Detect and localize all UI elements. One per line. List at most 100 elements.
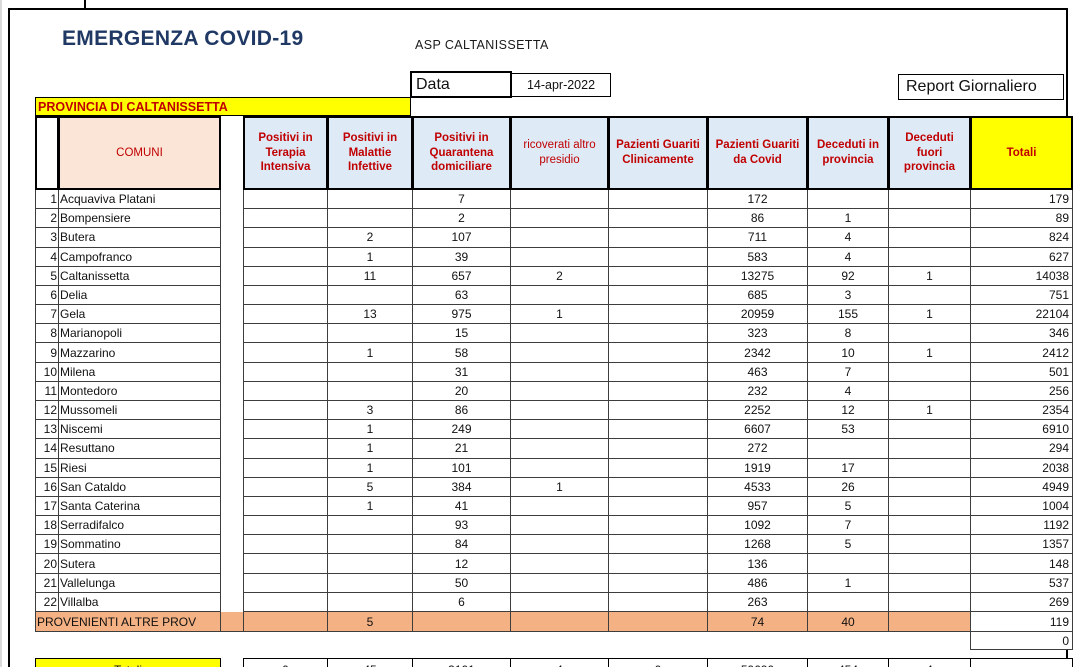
report-type-box: Report Giornaliero [898, 74, 1064, 100]
cell-deceduti-provincia: 3 [807, 285, 889, 306]
cell-guariti-clinicamente [608, 420, 708, 440]
cell-ricoverati-altro-presidio [510, 439, 609, 459]
cell-quarantena-domiciliare: 21 [412, 439, 511, 459]
date-label: Data [416, 75, 450, 93]
row-total: 537 [970, 573, 1073, 593]
cell-quarantena-domiciliare: 93 [412, 516, 511, 536]
empty-row-total: 0 [970, 632, 1073, 650]
cell-terapia-intensiva [243, 324, 328, 344]
row-total: 2038 [970, 458, 1073, 478]
cell-deceduti-fuori-provincia [888, 228, 971, 248]
cell-deceduti-fuori-provincia [888, 573, 971, 593]
cell-guariti-covid: 583 [707, 247, 808, 267]
cell-guariti-covid: 957 [707, 496, 808, 517]
row-number: 19 [35, 535, 59, 555]
totals-deceduti-fuori-provincia: 4 [888, 658, 971, 667]
row-number: 8 [35, 324, 59, 344]
cell-malattie-infettive [327, 516, 413, 536]
row-total: 501 [970, 362, 1073, 382]
cell-quarantena-domiciliare: 249 [412, 420, 511, 440]
column-header-ricoverati-altro-presidio: ricoverati altro presidio [510, 116, 609, 190]
cell-deceduti-provincia: 7 [807, 362, 889, 382]
cell-deceduti-provincia: 7 [807, 516, 889, 536]
cell-quarantena-domiciliare: 384 [412, 477, 511, 497]
row-total: 89 [970, 209, 1073, 229]
cell-guariti-covid: 20959 [707, 305, 808, 325]
row-total: 14038 [970, 266, 1073, 286]
cell-terapia-intensiva [243, 285, 328, 306]
row-number: 6 [35, 285, 59, 306]
row-number: 10 [35, 362, 59, 382]
row-total: 22104 [970, 305, 1073, 325]
cell-deceduti-fuori-provincia [888, 496, 971, 517]
cell-deceduti-provincia: 92 [807, 266, 889, 286]
cell-guariti-clinicamente [608, 535, 708, 555]
comune-name: Sutera [58, 554, 221, 574]
cell-ricoverati-altro-presidio [510, 401, 609, 421]
cell-terapia-intensiva [243, 343, 328, 363]
cell-guariti-covid: 1268 [707, 535, 808, 555]
cell-ricoverati-altro-presidio [510, 381, 609, 401]
cell-deceduti-provincia: 4 [807, 247, 889, 267]
cell-malattie-infettive: 5 [327, 477, 413, 497]
row-number: 15 [35, 458, 59, 478]
cell-guariti-clinicamente [608, 266, 708, 286]
cell-guariti-covid: 2252 [707, 401, 808, 421]
cell-deceduti-provincia: 5 [807, 535, 889, 555]
cell-quarantena-domiciliare: 50 [412, 573, 511, 593]
cell-deceduti-provincia [807, 592, 889, 612]
cell-guariti-clinicamente [608, 458, 708, 478]
totals-deceduti-provincia: 454 [807, 658, 889, 667]
cell-deceduti-fuori-provincia [888, 535, 971, 555]
cell-deceduti-fuori-provincia [888, 554, 971, 574]
cell-guariti-covid: 272 [707, 439, 808, 459]
cell-malattie-infettive [327, 362, 413, 382]
row-total: 751 [970, 285, 1073, 306]
row-total: 269 [970, 592, 1073, 612]
comune-name: Mussomeli [58, 401, 221, 421]
cell-deceduti-fuori-provincia [888, 362, 971, 382]
row-total: 294 [970, 439, 1073, 459]
row-total: 1004 [970, 496, 1073, 517]
cell-malattie-infettive: 1 [327, 439, 413, 459]
cell-deceduti-provincia: 4 [807, 381, 889, 401]
provenienti-malattie-infettive: 5 [327, 612, 413, 632]
totals-label: Totali [35, 658, 221, 667]
cell-ricoverati-altro-presidio [510, 228, 609, 248]
cell-malattie-infettive: 13 [327, 305, 413, 325]
cell-guariti-clinicamente [608, 516, 708, 536]
cell-malattie-infettive: 1 [327, 420, 413, 440]
row-total: 6910 [970, 420, 1073, 440]
cell-quarantena-domiciliare: 101 [412, 458, 511, 478]
cell-guariti-clinicamente [608, 573, 708, 593]
cell-guariti-clinicamente [608, 401, 708, 421]
org-name: ASP CALTANISSETTA [415, 38, 549, 52]
cell-guariti-clinicamente [608, 381, 708, 401]
provenienti-terapia-intensiva [243, 612, 328, 632]
cell-malattie-infettive [327, 209, 413, 229]
cell-malattie-infettive: 11 [327, 266, 413, 286]
cell-malattie-infettive [327, 324, 413, 344]
column-header-deceduti-fuori-provincia: Deceduti fuori provincia [888, 116, 971, 190]
cell-terapia-intensiva [243, 573, 328, 593]
totals-quarantena-domiciliare: 3101 [412, 658, 511, 667]
cell-quarantena-domiciliare: 84 [412, 535, 511, 555]
cell-ricoverati-altro-presidio [510, 592, 609, 612]
row-number: 16 [35, 477, 59, 497]
cell-deceduti-fuori-provincia [888, 458, 971, 478]
column-header-comuni: COMUNI [58, 116, 221, 190]
cell-deceduti-fuori-provincia [888, 324, 971, 344]
cell-guariti-covid: 486 [707, 573, 808, 593]
cell-deceduti-provincia: 5 [807, 496, 889, 517]
column-header-malattie-infettive: Positivi in Malattie Infettive [327, 116, 413, 190]
cell-guariti-covid: 263 [707, 592, 808, 612]
cell-deceduti-fuori-provincia: 1 [888, 401, 971, 421]
cell-ricoverati-altro-presidio [510, 343, 609, 363]
cell-deceduti-fuori-provincia [888, 420, 971, 440]
cell-ricoverati-altro-presidio [510, 285, 609, 306]
cell-ricoverati-altro-presidio [510, 458, 609, 478]
cell-deceduti-provincia: 155 [807, 305, 889, 325]
cell-guariti-covid: 232 [707, 381, 808, 401]
